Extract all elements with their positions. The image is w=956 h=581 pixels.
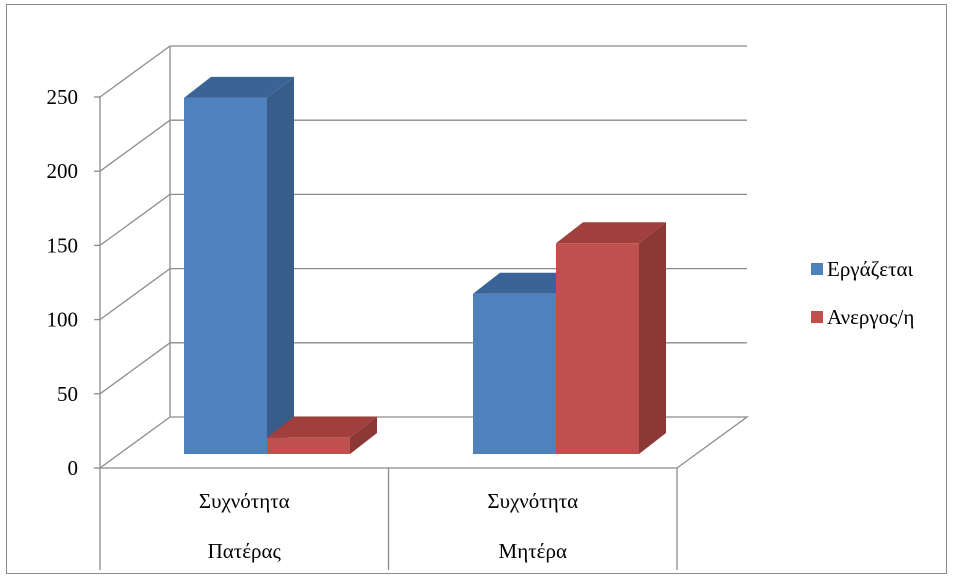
y-tick-label: 0 bbox=[68, 456, 79, 480]
y-tick-label: 100 bbox=[47, 308, 79, 332]
bar-side bbox=[267, 76, 294, 454]
bar bbox=[184, 76, 294, 454]
x-tick-label: Μητέρα bbox=[499, 539, 567, 563]
chart-frame bbox=[6, 4, 947, 574]
legend-label: Εργάζεται bbox=[827, 257, 914, 281]
side-gridline bbox=[99, 193, 171, 246]
x-axis-labels: Συχνότητα Πατέρας Συχνότητα Μητέρα bbox=[199, 489, 578, 563]
legend-swatch bbox=[811, 263, 823, 275]
bar-top bbox=[184, 76, 294, 98]
chart-walls bbox=[98, 46, 749, 469]
side-gridline bbox=[99, 45, 171, 98]
bar-top bbox=[473, 272, 583, 294]
bar bbox=[267, 416, 377, 454]
bar-top bbox=[556, 222, 666, 244]
side-gridline bbox=[99, 119, 171, 172]
legend-swatch bbox=[811, 311, 823, 323]
y-tick-label: 200 bbox=[47, 159, 79, 183]
x-tick-label: Συχνότητα bbox=[199, 489, 290, 513]
axes bbox=[99, 96, 678, 570]
y-tick-label: 150 bbox=[47, 233, 79, 257]
floor bbox=[98, 416, 749, 469]
side-gridline bbox=[99, 268, 171, 321]
bar-side bbox=[639, 222, 666, 454]
x-tick-label: Πατέρας bbox=[208, 539, 282, 563]
side-gridline bbox=[99, 342, 171, 395]
y-tick-label: 250 bbox=[47, 85, 79, 109]
x-tick-label: Συχνότητα bbox=[487, 489, 578, 513]
bar-front bbox=[267, 437, 350, 454]
bar bbox=[556, 222, 666, 454]
bar-front bbox=[556, 243, 639, 454]
bar-side bbox=[350, 416, 377, 454]
legend-label: Ανεργος/η bbox=[827, 305, 914, 329]
bar-top bbox=[267, 416, 377, 438]
legend: Εργάζεται Ανεργος/η bbox=[811, 257, 914, 329]
y-axis-ticks: 0 50 100 150 200 250 bbox=[47, 85, 100, 480]
y-tick-label: 50 bbox=[57, 382, 78, 406]
bars bbox=[184, 76, 666, 454]
bar-front bbox=[473, 293, 556, 454]
bar-front bbox=[184, 97, 267, 454]
